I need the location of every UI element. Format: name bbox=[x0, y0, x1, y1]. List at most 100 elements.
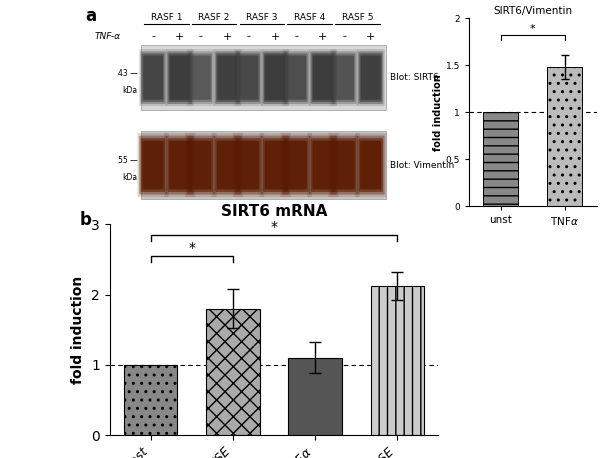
FancyBboxPatch shape bbox=[142, 54, 164, 102]
FancyBboxPatch shape bbox=[238, 54, 260, 102]
FancyBboxPatch shape bbox=[216, 54, 239, 102]
Text: -: - bbox=[151, 32, 155, 42]
FancyBboxPatch shape bbox=[313, 55, 333, 100]
FancyBboxPatch shape bbox=[236, 138, 261, 192]
FancyBboxPatch shape bbox=[311, 138, 335, 192]
Text: +: + bbox=[175, 32, 185, 42]
Text: *: * bbox=[270, 219, 278, 234]
FancyBboxPatch shape bbox=[312, 54, 334, 102]
FancyBboxPatch shape bbox=[170, 55, 189, 100]
Text: -: - bbox=[199, 32, 203, 42]
FancyBboxPatch shape bbox=[332, 138, 356, 192]
FancyBboxPatch shape bbox=[311, 51, 336, 104]
Title: SIRT6 mRNA: SIRT6 mRNA bbox=[221, 204, 327, 219]
FancyBboxPatch shape bbox=[284, 138, 309, 192]
FancyBboxPatch shape bbox=[164, 133, 195, 197]
Y-axis label: fold induction: fold induction bbox=[433, 74, 443, 151]
FancyBboxPatch shape bbox=[212, 133, 243, 197]
FancyBboxPatch shape bbox=[334, 55, 354, 100]
FancyBboxPatch shape bbox=[236, 51, 261, 104]
Text: kDa: kDa bbox=[122, 86, 138, 95]
FancyBboxPatch shape bbox=[312, 141, 334, 189]
FancyBboxPatch shape bbox=[139, 49, 167, 106]
FancyBboxPatch shape bbox=[190, 141, 211, 189]
Bar bbox=[124, 365, 177, 435]
FancyBboxPatch shape bbox=[360, 141, 381, 189]
FancyBboxPatch shape bbox=[333, 54, 355, 102]
FancyBboxPatch shape bbox=[264, 141, 286, 189]
Bar bbox=[484, 112, 518, 206]
FancyBboxPatch shape bbox=[141, 138, 166, 192]
FancyBboxPatch shape bbox=[215, 138, 240, 192]
FancyBboxPatch shape bbox=[266, 55, 285, 100]
FancyBboxPatch shape bbox=[217, 141, 238, 189]
FancyBboxPatch shape bbox=[187, 49, 215, 106]
FancyBboxPatch shape bbox=[213, 49, 241, 106]
FancyBboxPatch shape bbox=[263, 138, 287, 192]
Text: TNF-α: TNF-α bbox=[95, 32, 121, 41]
Text: RASF 2: RASF 2 bbox=[199, 13, 230, 22]
Bar bbox=[371, 286, 424, 435]
FancyBboxPatch shape bbox=[357, 49, 385, 106]
Text: Blot: SIRT6: Blot: SIRT6 bbox=[390, 73, 438, 82]
Text: RASF 1: RASF 1 bbox=[150, 13, 182, 22]
FancyBboxPatch shape bbox=[281, 133, 312, 197]
Text: RASF 3: RASF 3 bbox=[246, 13, 278, 22]
FancyBboxPatch shape bbox=[239, 55, 258, 100]
Bar bbox=[141, 45, 386, 110]
Text: +: + bbox=[270, 32, 280, 42]
FancyBboxPatch shape bbox=[359, 54, 382, 102]
Text: *: * bbox=[188, 240, 195, 255]
FancyBboxPatch shape bbox=[234, 49, 262, 106]
FancyBboxPatch shape bbox=[169, 141, 190, 189]
FancyBboxPatch shape bbox=[286, 55, 306, 100]
Title: SIRT6/Vimentin: SIRT6/Vimentin bbox=[493, 6, 572, 16]
FancyBboxPatch shape bbox=[309, 136, 337, 195]
Text: Blot: Vimentin: Blot: Vimentin bbox=[390, 161, 454, 169]
FancyBboxPatch shape bbox=[328, 133, 360, 197]
FancyBboxPatch shape bbox=[307, 133, 339, 197]
FancyBboxPatch shape bbox=[213, 136, 241, 195]
FancyBboxPatch shape bbox=[331, 51, 357, 104]
FancyBboxPatch shape bbox=[261, 136, 289, 195]
FancyBboxPatch shape bbox=[169, 54, 191, 102]
Text: kDa: kDa bbox=[122, 173, 138, 182]
FancyBboxPatch shape bbox=[167, 51, 192, 104]
FancyBboxPatch shape bbox=[166, 136, 194, 195]
Text: RASF 4: RASF 4 bbox=[294, 13, 325, 22]
Text: -: - bbox=[342, 32, 346, 42]
FancyBboxPatch shape bbox=[259, 133, 291, 197]
FancyBboxPatch shape bbox=[262, 51, 288, 104]
FancyBboxPatch shape bbox=[330, 49, 358, 106]
FancyBboxPatch shape bbox=[358, 138, 383, 192]
Text: -: - bbox=[247, 32, 250, 42]
Bar bbox=[547, 67, 582, 206]
Bar bbox=[141, 131, 386, 199]
Bar bbox=[206, 309, 259, 435]
Y-axis label: fold induction: fold induction bbox=[71, 276, 85, 384]
Text: -: - bbox=[294, 32, 298, 42]
Text: a: a bbox=[85, 7, 96, 25]
FancyBboxPatch shape bbox=[185, 133, 217, 197]
FancyBboxPatch shape bbox=[283, 136, 311, 195]
FancyBboxPatch shape bbox=[189, 54, 212, 102]
FancyBboxPatch shape bbox=[358, 51, 383, 104]
FancyBboxPatch shape bbox=[233, 133, 264, 197]
FancyBboxPatch shape bbox=[138, 133, 169, 197]
FancyBboxPatch shape bbox=[187, 136, 215, 195]
FancyBboxPatch shape bbox=[189, 138, 213, 192]
FancyBboxPatch shape bbox=[309, 49, 337, 106]
FancyBboxPatch shape bbox=[141, 51, 166, 104]
FancyBboxPatch shape bbox=[261, 49, 289, 106]
FancyBboxPatch shape bbox=[143, 141, 164, 189]
Text: +: + bbox=[366, 32, 375, 42]
Text: b: b bbox=[79, 211, 91, 229]
FancyBboxPatch shape bbox=[357, 136, 385, 195]
FancyBboxPatch shape bbox=[284, 51, 309, 104]
Text: 43 —: 43 — bbox=[118, 69, 138, 78]
FancyBboxPatch shape bbox=[167, 138, 192, 192]
FancyBboxPatch shape bbox=[215, 51, 240, 104]
FancyBboxPatch shape bbox=[238, 141, 259, 189]
Text: +: + bbox=[319, 32, 328, 42]
Bar bbox=[289, 358, 342, 435]
